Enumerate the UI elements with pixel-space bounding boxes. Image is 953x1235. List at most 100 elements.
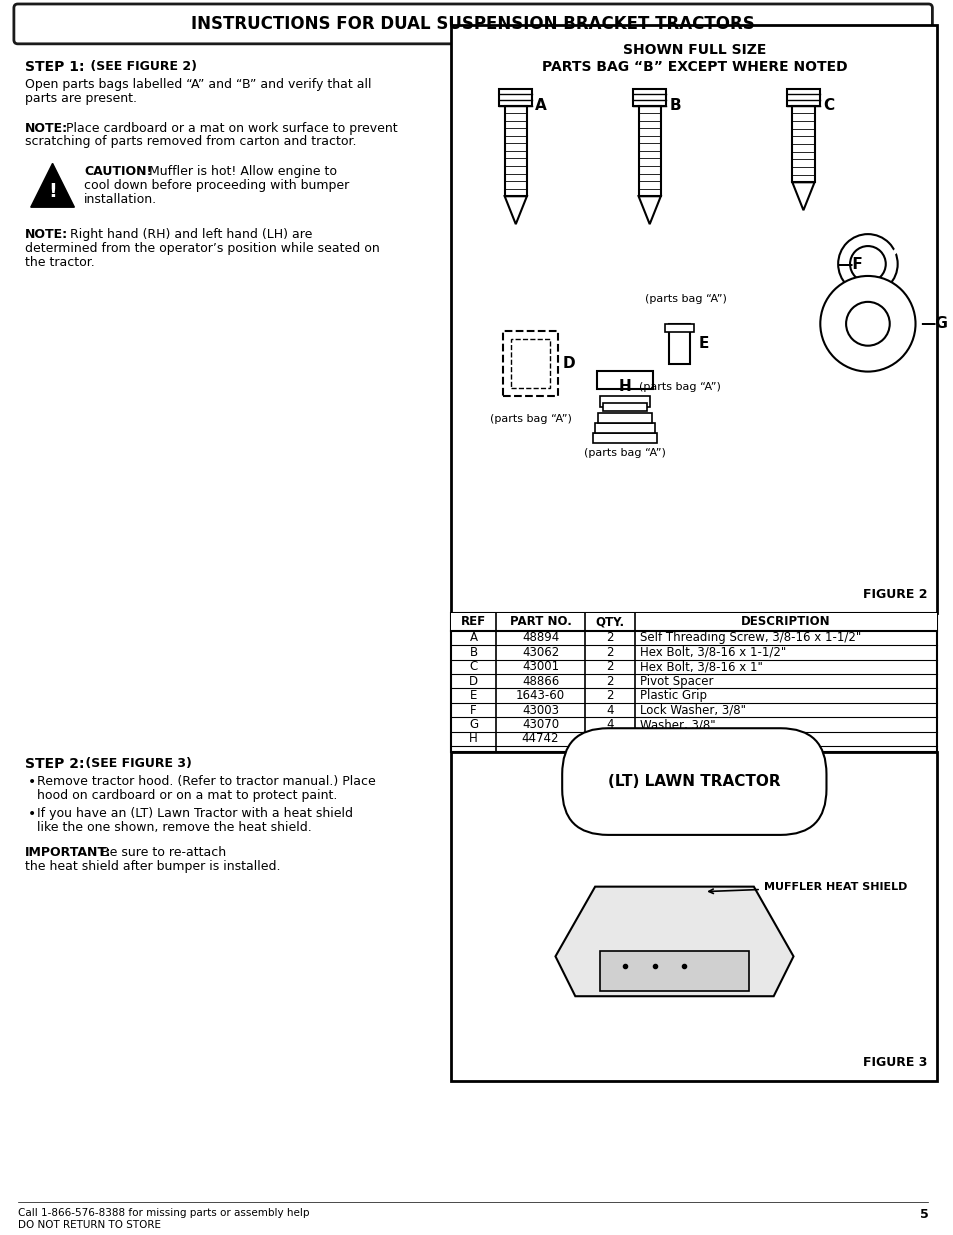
Bar [597,414,652,424]
Text: Place cardboard or a mat on work surface to prevent: Place cardboard or a mat on work surface… [63,121,397,135]
Text: cool down before proceeding with bumper: cool down before proceeding with bumper [84,179,349,193]
Polygon shape [30,163,74,207]
Text: Muffler is hot! Allow engine to: Muffler is hot! Allow engine to [141,165,336,178]
Text: 43062: 43062 [521,646,558,658]
Text: !: ! [48,182,57,201]
Text: H: H [618,378,631,394]
Polygon shape [638,196,660,224]
Text: —G: —G [920,316,947,331]
Bar [599,951,748,992]
Text: 43003: 43003 [521,704,558,716]
Text: A: A [469,631,477,645]
Text: PARTS BAG “B” EXCEPT WHERE NOTED: PARTS BAG “B” EXCEPT WHERE NOTED [541,59,846,74]
Text: parts are present.: parts are present. [25,91,136,105]
Bar [602,404,646,411]
Text: (LT) LAWN TRACTOR: (LT) LAWN TRACTOR [607,774,780,789]
Text: SHOWN FULL SIZE: SHOWN FULL SIZE [622,43,765,57]
Bar [498,89,532,106]
Text: E: E [698,336,708,351]
Text: Pivot Spacer: Pivot Spacer [639,674,713,688]
Text: Washer, 3/8": Washer, 3/8" [639,718,715,731]
Text: (parts bag “A”): (parts bag “A”) [489,414,571,424]
Text: the tractor.: the tractor. [25,256,94,269]
Polygon shape [792,183,814,210]
Text: D: D [469,674,477,688]
Text: E: E [470,689,476,703]
Bar [451,613,937,631]
Text: NOTE:: NOTE: [25,228,68,241]
Bar [592,433,657,443]
Text: (parts bag “A”): (parts bag “A”) [638,382,720,391]
Text: 1643-60: 1643-60 [516,689,564,703]
Text: (parts bag “A”): (parts bag “A”) [644,294,726,304]
Text: 48866: 48866 [521,674,558,688]
Text: QTY.: QTY. [595,615,624,629]
Bar [668,324,690,363]
Text: Open parts bags labelled “A” and “B” and verify that all: Open parts bags labelled “A” and “B” and… [25,78,371,90]
Circle shape [820,275,915,372]
Text: INSTRUCTIONS FOR DUAL SUSPENSION BRACKET TRACTORS: INSTRUCTIONS FOR DUAL SUSPENSION BRACKET… [191,15,754,33]
Text: (SEE FIGURE 2): (SEE FIGURE 2) [86,59,197,73]
Text: STEP 1:: STEP 1: [25,59,84,74]
Text: 48894: 48894 [521,631,558,645]
Bar [451,25,937,613]
Polygon shape [504,196,526,224]
Bar [511,340,550,388]
Text: •: • [28,806,36,821]
Text: installation.: installation. [84,193,157,206]
Text: A: A [535,98,546,114]
Text: B: B [469,646,477,658]
Text: 2: 2 [606,689,613,703]
Bar [664,324,694,332]
Text: Remove tractor hood. (Refer to tractor manual.) Place: Remove tractor hood. (Refer to tractor m… [36,776,375,788]
Bar [638,106,660,196]
Text: REF: REF [460,615,486,629]
Text: —F: —F [837,257,862,272]
Bar [792,106,814,183]
Circle shape [849,246,884,282]
Text: (parts bag “A”): (parts bag “A”) [583,448,665,458]
Text: H: H [469,732,477,746]
Bar [504,106,526,196]
Text: PART NO.: PART NO. [509,615,571,629]
Text: 43001: 43001 [521,661,558,673]
Text: IMPORTANT:: IMPORTANT: [25,846,112,858]
Text: Hex Bolt, 3/8-16 x 1-1/2": Hex Bolt, 3/8-16 x 1-1/2" [639,646,785,658]
Text: 2: 2 [606,646,613,658]
Text: D: D [562,356,575,372]
Text: B: B [668,98,680,114]
Bar [597,370,652,389]
Text: Plastic Grip: Plastic Grip [639,689,706,703]
Bar [451,613,937,752]
Text: determined from the operator’s position while seated on: determined from the operator’s position … [25,242,379,256]
Text: 43070: 43070 [521,718,558,731]
Text: hood on cardboard or on a mat to protect paint.: hood on cardboard or on a mat to protect… [36,789,336,802]
Text: Call 1-866-576-8388 for missing parts or assembly help
DO NOT RETURN TO STORE: Call 1-866-576-8388 for missing parts or… [18,1208,309,1230]
Text: G: G [469,718,477,731]
Text: like the one shown, remove the heat shield.: like the one shown, remove the heat shie… [36,821,311,834]
Bar [503,331,558,396]
Polygon shape [555,887,793,997]
Text: Self Threading Screw, 3/8-16 x 1-1/2": Self Threading Screw, 3/8-16 x 1-1/2" [639,631,861,645]
Text: Right hand (RH) and left hand (LH) are: Right hand (RH) and left hand (LH) are [63,228,313,241]
Text: FIGURE 3: FIGURE 3 [862,1056,926,1070]
Bar [786,89,820,106]
Text: 2: 2 [606,661,613,673]
Text: 2: 2 [606,674,613,688]
Text: the heat shield after bumper is installed.: the heat shield after bumper is installe… [25,860,280,873]
Text: If you have an (LT) Lawn Tractor with a heat shield: If you have an (LT) Lawn Tractor with a … [36,806,353,820]
FancyBboxPatch shape [14,4,931,43]
Text: 4: 4 [606,704,613,716]
Bar [451,752,937,1081]
Circle shape [838,235,897,294]
Circle shape [845,301,889,346]
Bar [599,395,649,408]
Text: 2: 2 [606,631,613,645]
Text: MUFFLER HEAT SHIELD: MUFFLER HEAT SHIELD [708,882,906,893]
Text: Hex Bolt, 3/8-16 x 1": Hex Bolt, 3/8-16 x 1" [639,661,761,673]
Text: C: C [469,661,477,673]
Bar [595,424,654,433]
Text: C: C [822,98,833,114]
Bar [633,89,665,106]
Text: 4: 4 [606,718,613,731]
